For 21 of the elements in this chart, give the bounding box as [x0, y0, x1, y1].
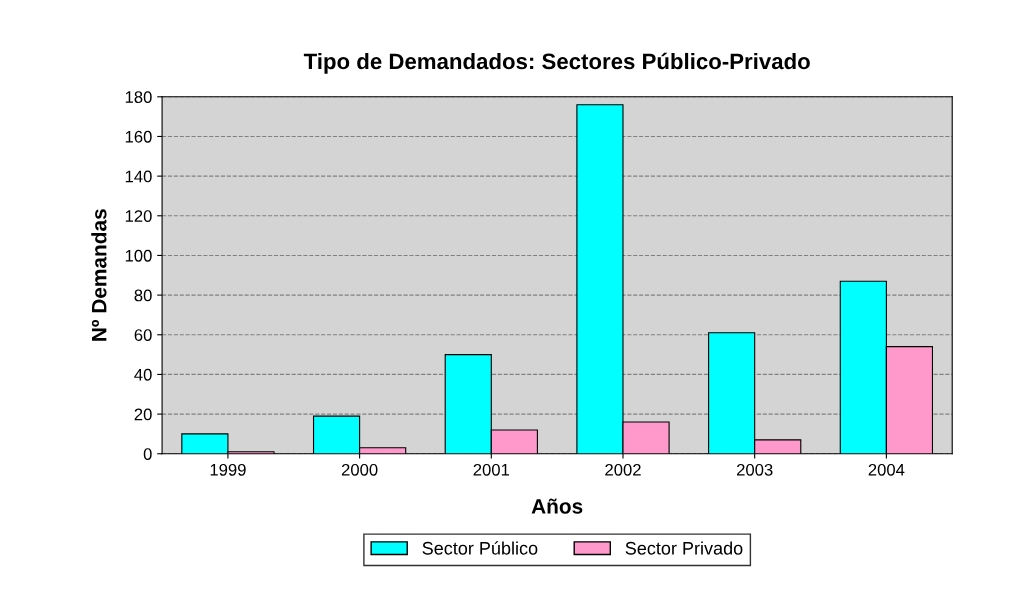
x-axis-title: Años [531, 498, 583, 514]
legend-label: Sector Privado [625, 541, 743, 555]
y-tick-label: 120 [125, 210, 152, 222]
x-tick-label: 2004 [868, 463, 905, 476]
y-tick-label: 60 [134, 329, 152, 341]
y-tick-label: 140 [125, 170, 152, 183]
x-tick-label: 2003 [736, 463, 773, 476]
y-tick-label: 20 [134, 408, 152, 421]
x-tick-label: 2001 [473, 463, 510, 476]
x-tick-label: 2000 [341, 463, 378, 476]
x-tick-label: 2002 [605, 463, 641, 476]
y-tick-label: 100 [125, 249, 152, 262]
x-tick-label: 1999 [210, 463, 246, 476]
y-tick-label: 180 [125, 91, 152, 103]
y-tick-label: 40 [134, 368, 152, 381]
y-axis-title: Nº Demandas [91, 209, 107, 341]
chart-title: Tipo de Demandados: Sectores Público-Privado [303, 52, 810, 74]
legend-label: Sector Público [422, 541, 538, 555]
y-tick-label: 0 [143, 448, 152, 460]
y-tick-label: 80 [134, 289, 152, 302]
y-tick-label: 160 [125, 130, 152, 143]
